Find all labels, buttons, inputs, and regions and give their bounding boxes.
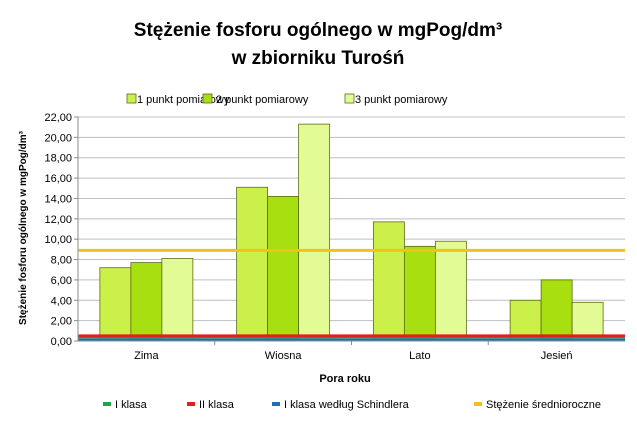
bar [267, 196, 300, 342]
x-tick-label: Wiosna [265, 350, 303, 362]
x-tick-label: Lato [409, 350, 430, 362]
legend-label: I klasa według Schindlera [284, 399, 410, 411]
bar [509, 299, 542, 342]
chart-title-line-2: w zbiorniku Turośń [231, 48, 405, 69]
y-tick-label: 22,00 [44, 112, 72, 124]
bars-layer [99, 123, 604, 342]
y-tick-label: 8,00 [51, 255, 72, 267]
y-tick-label: 20,00 [44, 132, 72, 144]
bar [130, 262, 163, 342]
y-tick-label: 4,00 [51, 295, 72, 307]
bar [99, 267, 132, 342]
x-axis-label: Pora roku [319, 373, 370, 385]
legend-bottom: I klasa II klasa I klasa według Schindlera… [103, 399, 601, 411]
y-tick-label: 16,00 [44, 173, 72, 185]
y-tick-label: 2,00 [51, 316, 72, 328]
y-tick-label: 18,00 [44, 153, 72, 165]
legend-label: Stężenie średnioroczne [486, 399, 601, 411]
bar [403, 245, 436, 342]
x-tick-label: Zima [134, 350, 159, 362]
y-tick-label: 0,00 [51, 336, 72, 348]
legend-label: 2 punkt pomiarowy [216, 94, 309, 106]
chart-title-line-1: Stężenie fosforu ogólnego w mgPog/dm³ [134, 20, 502, 41]
legend-swatch [344, 93, 355, 104]
y-tick-label: 12,00 [44, 214, 72, 226]
y-tick-label: 14,00 [44, 193, 72, 205]
y-axis-label: Stężenie fosforu ogólnego w mgPog/dm³ [18, 130, 29, 325]
legend-label: I klasa [115, 399, 148, 411]
reference-lines-layer [78, 248, 625, 342]
bar [298, 123, 331, 342]
bar [540, 279, 573, 342]
y-tick-label: 10,00 [44, 234, 72, 246]
legend-swatch [202, 93, 213, 104]
legend-swatch [126, 93, 137, 104]
bar [236, 186, 269, 342]
legend-label: II klasa [199, 399, 235, 411]
y-tick-label: 6,00 [51, 275, 72, 287]
bar [372, 221, 405, 342]
legend-label: 3 punkt pomiarowy [355, 94, 448, 106]
bar [434, 240, 467, 342]
axes-layer: 0,00 2,00 4,00 6,00 8,00 10,00 12,00 14,00 16,00… [44, 112, 625, 362]
x-tick-label: Jesień [541, 350, 573, 362]
bar [161, 258, 194, 342]
